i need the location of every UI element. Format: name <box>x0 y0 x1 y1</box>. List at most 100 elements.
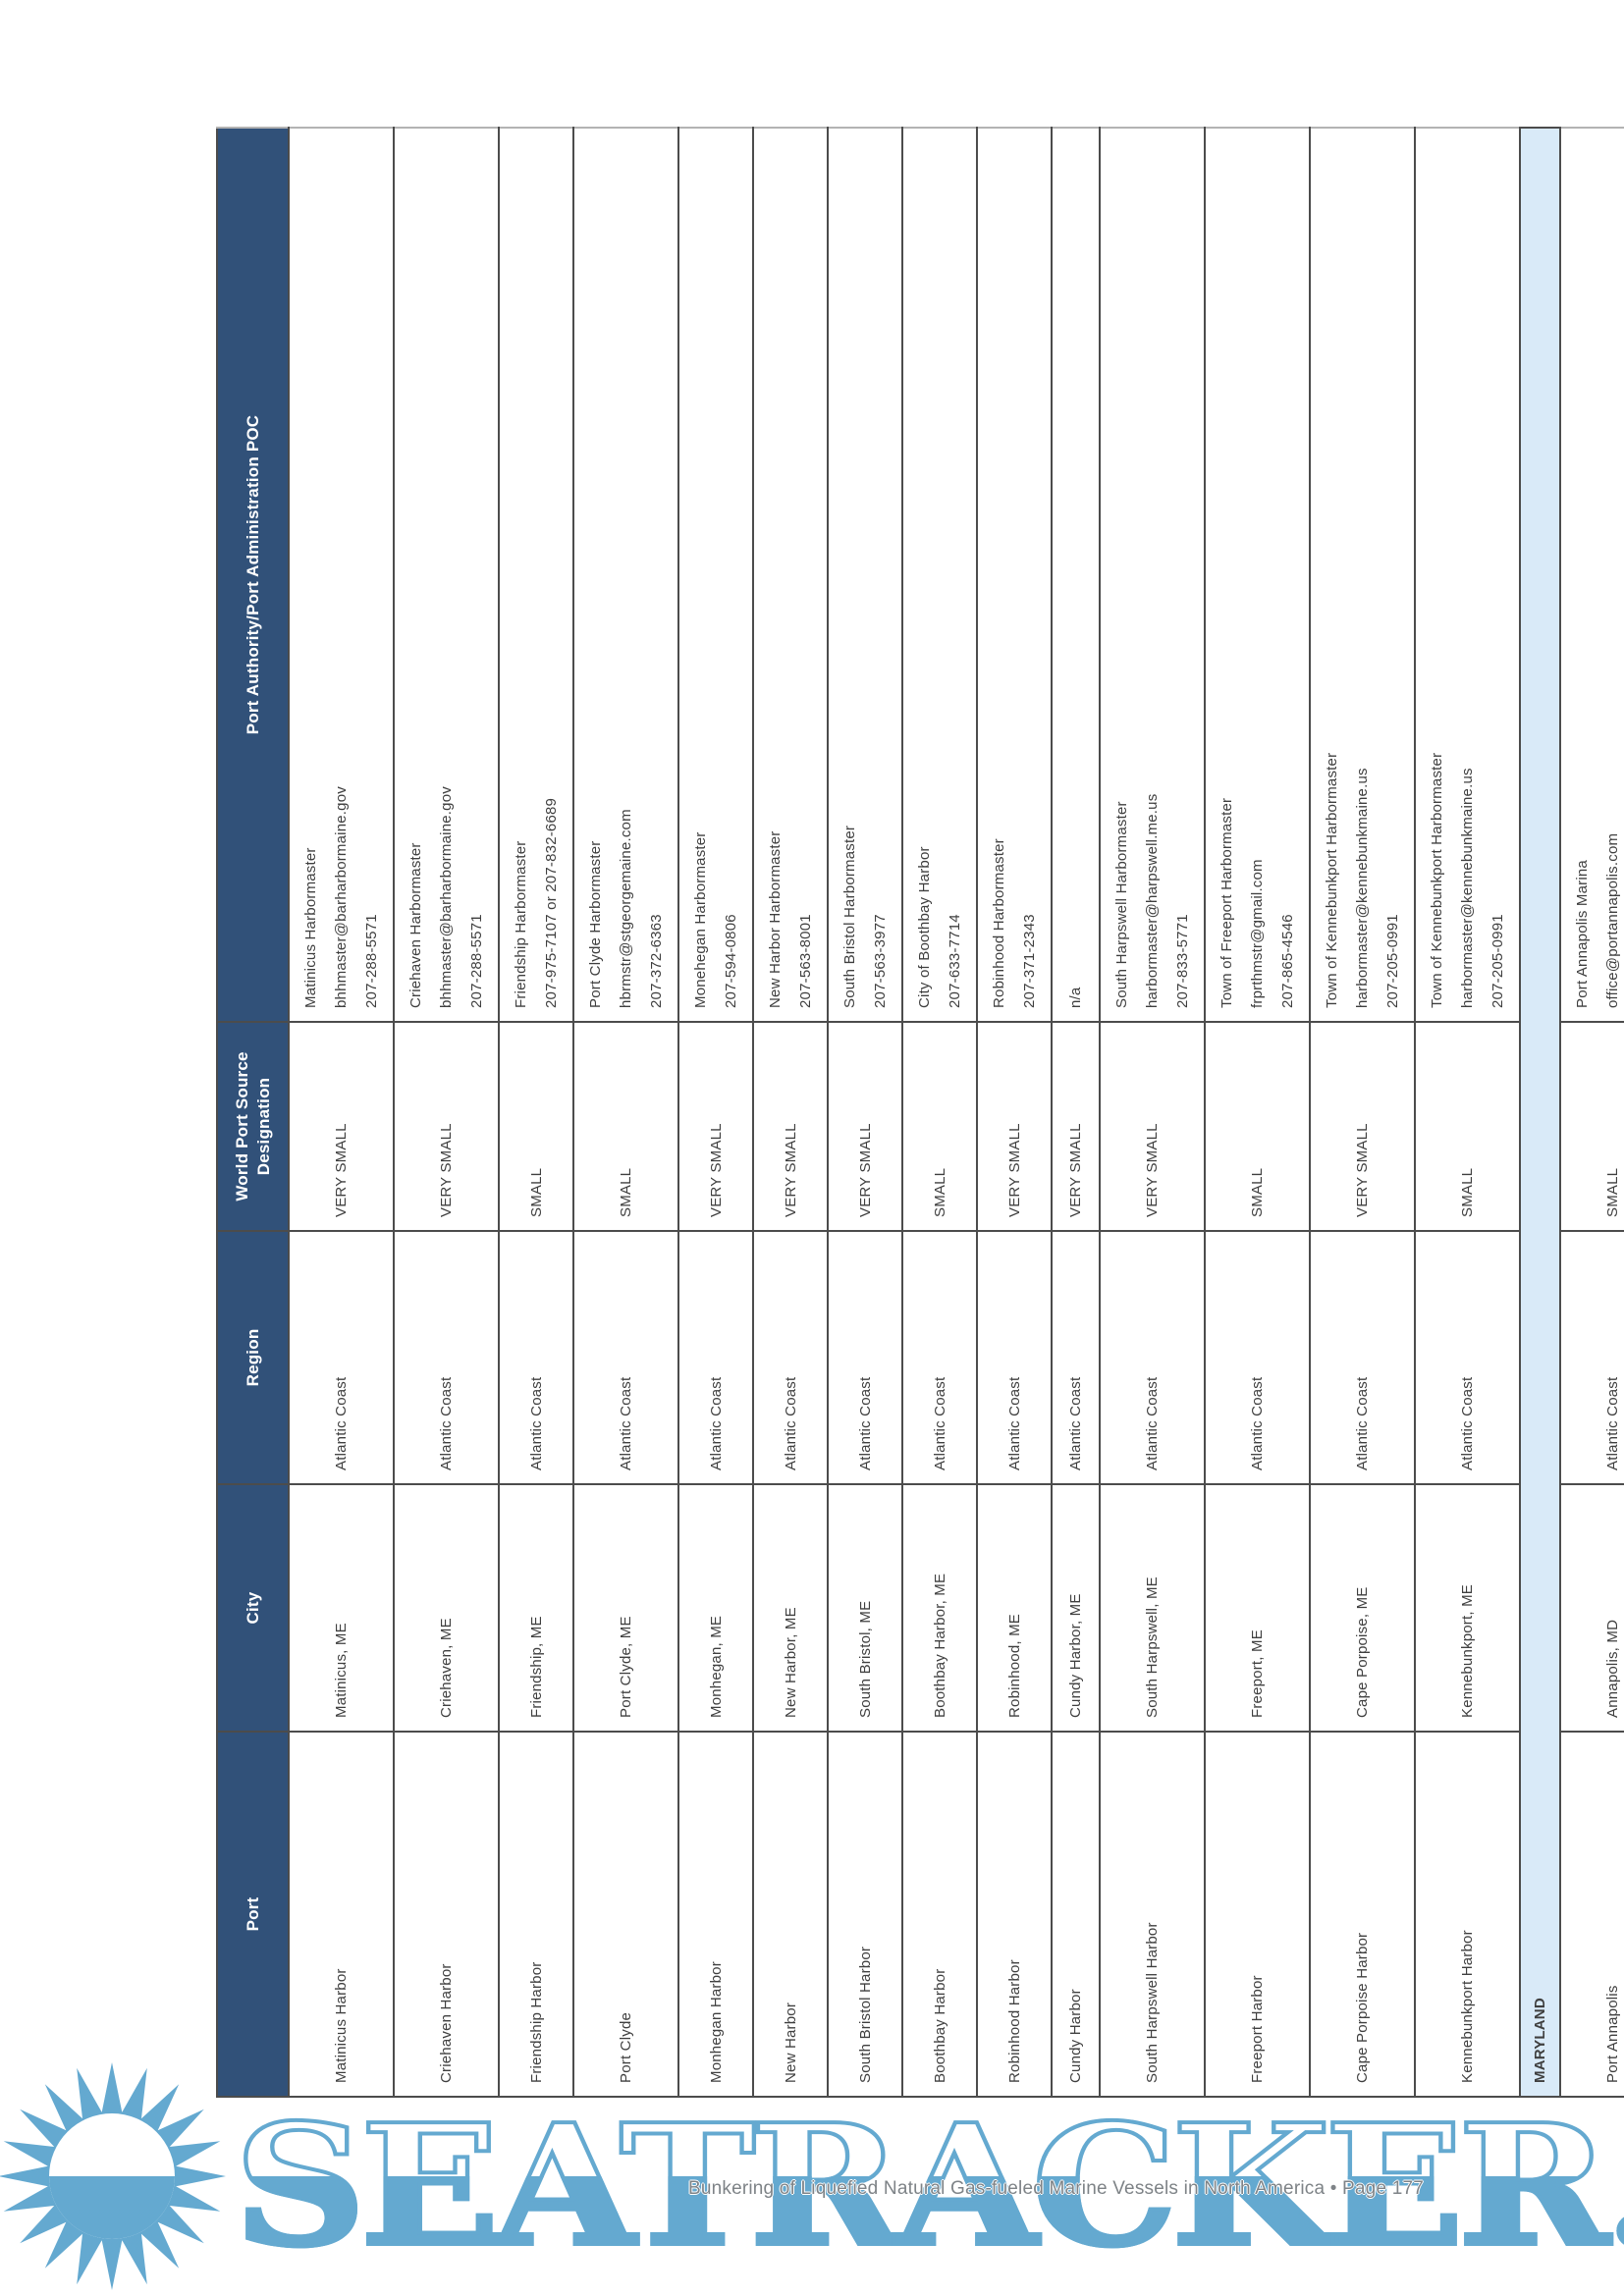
port-cell: Monhegan Harbor <box>678 1732 753 2097</box>
poc-cell: South Harpswell Harbormaster harbormaste… <box>1100 128 1205 1022</box>
region-cell: Atlantic Coast <box>394 1231 499 1484</box>
poc-cell: City of Boothbay Harbor 207-633-7714 <box>902 128 977 1022</box>
table-row: Freeport Harbor Freeport, ME Atlantic Co… <box>1205 128 1310 2097</box>
designation-cell: SMALL <box>1415 1022 1520 1231</box>
city-cell: Matinicus, ME <box>289 1484 394 1732</box>
port-cell: Robinhood Harbor <box>977 1732 1052 2097</box>
city-cell: Port Clyde, ME <box>573 1484 678 1732</box>
region-cell: Atlantic Coast <box>678 1231 753 1484</box>
poc-cell: Port Annapolis Marina office@portannapol… <box>1560 128 1624 1022</box>
city-cell: New Harbor, ME <box>753 1484 828 1732</box>
poc-cell: Matinicus Harbormaster bhhmaster@barharb… <box>289 128 394 1022</box>
table-row: Port Clyde Port Clyde, ME Atlantic Coast… <box>573 128 678 2097</box>
city-cell: Monhegan, ME <box>678 1484 753 1732</box>
region-cell: Atlantic Coast <box>828 1231 902 1484</box>
region-cell: Atlantic Coast <box>977 1231 1052 1484</box>
designation-cell: VERY SMALL <box>1100 1022 1205 1231</box>
poc-cell: Town of Kennebunkport Harbormaster harbo… <box>1415 128 1520 1022</box>
port-cell: Boothbay Harbor <box>902 1732 977 2097</box>
poc-cell: Port Clyde Harbormaster hbrmstr@stgeorge… <box>573 128 678 1022</box>
designation-cell: VERY SMALL <box>828 1022 902 1231</box>
poc-cell: Criehaven Harbormaster bhhmaster@barharb… <box>394 128 499 1022</box>
city-cell: Kennebunkport, ME <box>1415 1484 1520 1732</box>
port-cell: New Harbor <box>753 1732 828 2097</box>
poc-cell: n/a <box>1052 128 1100 1022</box>
designation-cell: VERY SMALL <box>1052 1022 1100 1231</box>
poc-cell: Friendship Harbormaster 207-975-7107 or … <box>499 128 573 1022</box>
poc-cell: South Bristol Harbormaster 207-563-3977 <box>828 128 902 1022</box>
col-header-region: Region <box>217 1231 289 1484</box>
table-row: Port Annapolis Annapolis, MD Atlantic Co… <box>1560 128 1624 2097</box>
section-label: MARYLAND <box>1520 128 1560 2097</box>
poc-cell: New Harbor Harbormaster 207-563-8001 <box>753 128 828 1022</box>
city-cell: Criehaven, ME <box>394 1484 499 1732</box>
region-cell: Atlantic Coast <box>902 1231 977 1484</box>
table-row: New Harbor New Harbor, ME Atlantic Coast… <box>753 128 828 2097</box>
section-row-maryland: MARYLAND <box>1520 128 1560 2097</box>
city-cell: Friendship, ME <box>499 1484 573 1732</box>
port-cell: South Bristol Harbor <box>828 1732 902 2097</box>
city-cell: Freeport, ME <box>1205 1484 1310 1732</box>
table-row: Cundy Harbor Cundy Harbor, ME Atlantic C… <box>1052 128 1100 2097</box>
port-cell: Matinicus Harbor <box>289 1732 394 2097</box>
city-cell: South Bristol, ME <box>828 1484 902 1732</box>
ports-table: Port City Region World Port Source Desig… <box>216 127 1624 2098</box>
designation-cell: VERY SMALL <box>753 1022 828 1231</box>
page-footer: Bunkering of Liquefied Natural Gas-fuele… <box>687 2178 1424 2199</box>
region-cell: Atlantic Coast <box>1205 1231 1310 1484</box>
port-cell: South Harpswell Harbor <box>1100 1732 1205 2097</box>
city-cell: Boothbay Harbor, ME <box>902 1484 977 1732</box>
region-cell: Atlantic Coast <box>1052 1231 1100 1484</box>
region-cell: Atlantic Coast <box>1415 1231 1520 1484</box>
table-row: South Harpswell Harbor South Harpswell, … <box>1100 128 1205 2097</box>
designation-cell: VERY SMALL <box>1310 1022 1415 1231</box>
table-row: Robinhood Harbor Robinhood, ME Atlantic … <box>977 128 1052 2097</box>
rotated-ports-table: Port City Region World Port Source Desig… <box>216 127 1624 2098</box>
port-cell: Freeport Harbor <box>1205 1732 1310 2097</box>
table-row: Cape Porpoise Harbor Cape Porpoise, ME A… <box>1310 128 1415 2097</box>
port-cell: Cape Porpoise Harbor <box>1310 1732 1415 2097</box>
port-cell: Kennebunkport Harbor <box>1415 1732 1520 2097</box>
city-cell: Cundy Harbor, ME <box>1052 1484 1100 1732</box>
table-row: Monhegan Harbor Monhegan, ME Atlantic Co… <box>678 128 753 2097</box>
poc-cell: Monehegan Harbormaster 207-594-0806 <box>678 128 753 1022</box>
table-row: Boothbay Harbor Boothbay Harbor, ME Atla… <box>902 128 977 2097</box>
city-cell: Cape Porpoise, ME <box>1310 1484 1415 1732</box>
poc-cell: Town of Kennebunkport Harbormaster harbo… <box>1310 128 1415 1022</box>
port-cell: Port Annapolis <box>1560 1732 1624 2097</box>
port-cell: Criehaven Harbor <box>394 1732 499 2097</box>
city-cell: Robinhood, ME <box>977 1484 1052 1732</box>
region-cell: Atlantic Coast <box>1100 1231 1205 1484</box>
region-cell: Atlantic Coast <box>753 1231 828 1484</box>
designation-cell: VERY SMALL <box>289 1022 394 1231</box>
sun-icon <box>0 2062 226 2290</box>
poc-cell: Robinhood Harbormaster 207-371-2343 <box>977 128 1052 1022</box>
port-cell: Friendship Harbor <box>499 1732 573 2097</box>
designation-cell: VERY SMALL <box>394 1022 499 1231</box>
designation-cell: VERY SMALL <box>678 1022 753 1231</box>
port-cell: Cundy Harbor <box>1052 1732 1100 2097</box>
col-header-poc: Port Authority/Port Administration POC <box>217 128 289 1022</box>
region-cell: Atlantic Coast <box>573 1231 678 1484</box>
city-cell: Annapolis, MD <box>1560 1484 1624 1732</box>
col-header-designation: World Port Source Designation <box>217 1022 289 1231</box>
region-cell: Atlantic Coast <box>1310 1231 1415 1484</box>
designation-cell: SMALL <box>902 1022 977 1231</box>
table-row: South Bristol Harbor South Bristol, ME A… <box>828 128 902 2097</box>
table-row: Kennebunkport Harbor Kennebunkport, ME A… <box>1415 128 1520 2097</box>
table-row: Matinicus Harbor Matinicus, ME Atlantic … <box>289 128 394 2097</box>
designation-cell: SMALL <box>1205 1022 1310 1231</box>
port-cell: Port Clyde <box>573 1732 678 2097</box>
designation-cell: SMALL <box>499 1022 573 1231</box>
city-cell: South Harpswell, ME <box>1100 1484 1205 1732</box>
region-cell: Atlantic Coast <box>499 1231 573 1484</box>
col-header-port: Port <box>217 1732 289 2097</box>
designation-cell: SMALL <box>573 1022 678 1231</box>
header-row: Port City Region World Port Source Desig… <box>217 128 289 2097</box>
designation-cell: VERY SMALL <box>977 1022 1052 1231</box>
ports-table-inner: Port City Region World Port Source Desig… <box>216 127 1624 2098</box>
table-row: Friendship Harbor Friendship, ME Atlanti… <box>499 128 573 2097</box>
col-header-city: City <box>217 1484 289 1732</box>
designation-cell: SMALL <box>1560 1022 1624 1231</box>
region-cell: Atlantic Coast <box>289 1231 394 1484</box>
